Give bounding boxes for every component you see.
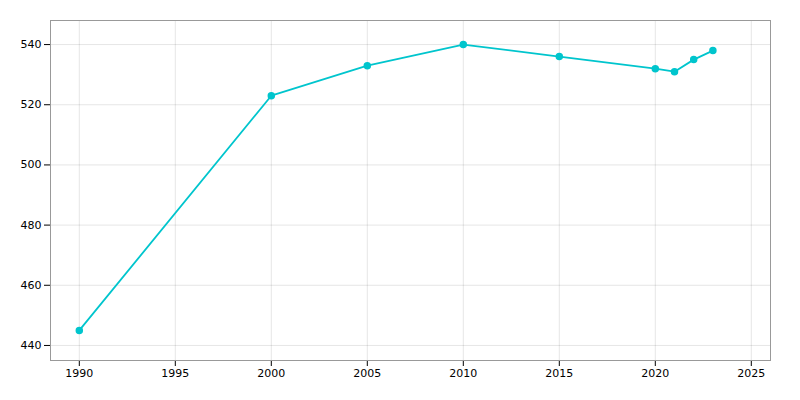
svg-text:2025: 2025 [737,367,765,380]
svg-text:2010: 2010 [449,367,477,380]
svg-text:2005: 2005 [353,367,381,380]
svg-text:2020: 2020 [641,367,669,380]
svg-text:1990: 1990 [65,367,93,380]
svg-text:480: 480 [21,219,42,232]
svg-text:440: 440 [21,339,42,352]
svg-text:1995: 1995 [161,367,189,380]
svg-text:460: 460 [21,279,42,292]
svg-text:2015: 2015 [545,367,573,380]
svg-text:2000: 2000 [257,367,285,380]
svg-text:500: 500 [21,158,42,171]
svg-text:540: 540 [21,38,42,51]
svg-text:520: 520 [21,98,42,111]
